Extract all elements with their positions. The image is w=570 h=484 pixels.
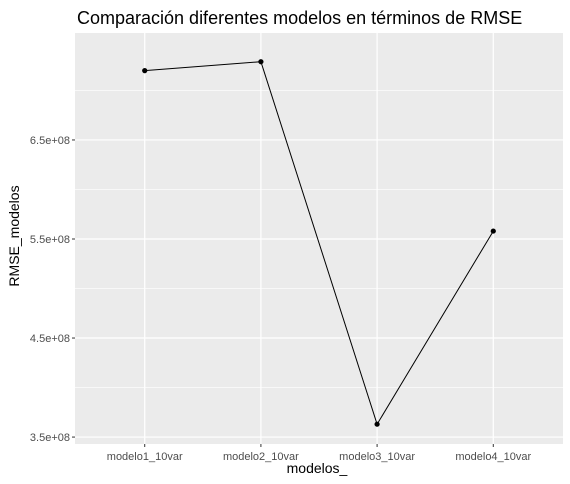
x-tick-label: modelo2_10var	[223, 451, 299, 463]
y-axis-label: RMSE_modelos	[6, 185, 22, 286]
y-tick-label: 4.5e+08	[30, 333, 70, 345]
x-tick-label: modelo4_10var	[455, 451, 531, 463]
x-tick-label: modelo1_10var	[107, 451, 183, 463]
y-tick-label: 3.5e+08	[30, 432, 70, 444]
x-axis: modelo1_10var modelo2_10var modelo3_10var m…	[107, 444, 532, 463]
minor-gridlines	[75, 90, 563, 388]
data-point	[374, 421, 380, 427]
y-axis: 3.5e+08 4.5e+08 5.5e+08 6.5e+08	[30, 135, 75, 444]
x-tick-label: modelo3_10var	[339, 451, 415, 463]
series-line-group	[144, 61, 494, 426]
data-point	[490, 228, 496, 234]
y-tick-label: 5.5e+08	[30, 234, 70, 246]
series-line	[144, 61, 494, 426]
x-axis-label: modelos_	[287, 460, 348, 476]
data-point	[142, 68, 148, 74]
chart-title: Comparación diferentes modelos en términ…	[77, 8, 522, 28]
major-gridlines	[75, 33, 563, 444]
data-point	[258, 59, 264, 65]
data-points	[142, 59, 496, 427]
y-tick-label: 6.5e+08	[30, 135, 70, 147]
